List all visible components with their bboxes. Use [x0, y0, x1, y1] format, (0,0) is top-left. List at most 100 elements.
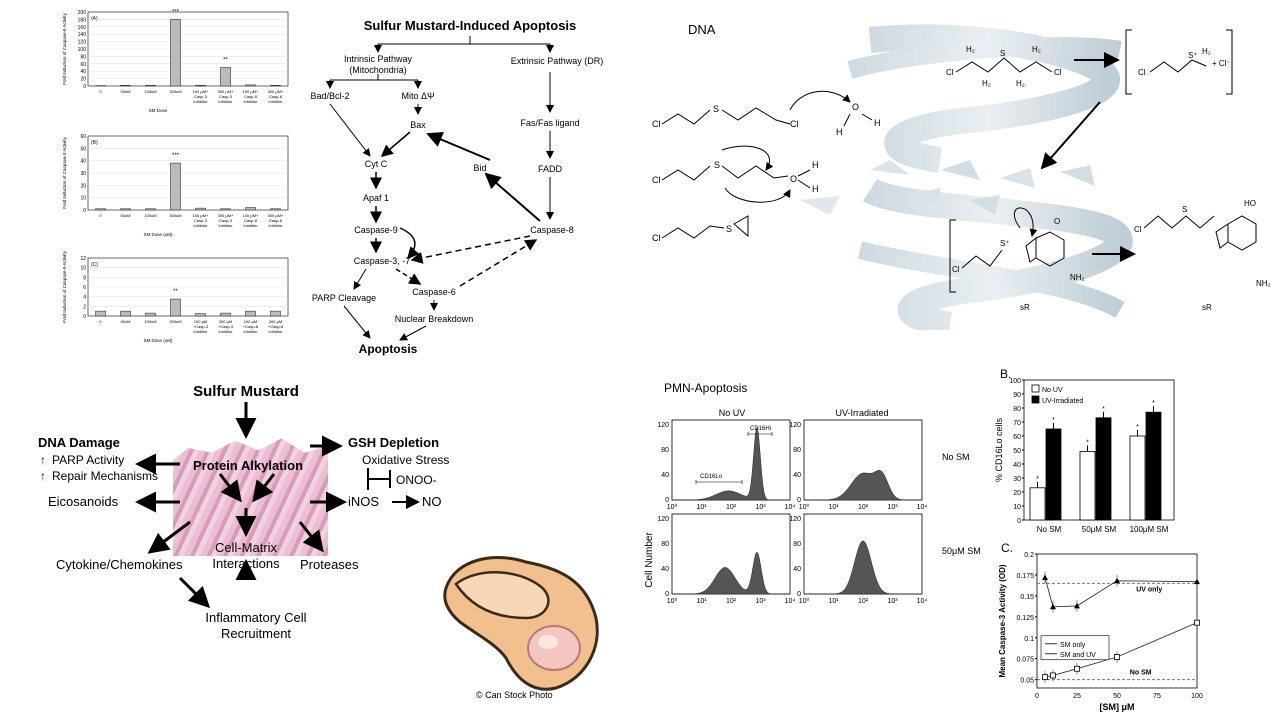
y-axis-label: Fold Induction of Caspase-8 Activity [62, 12, 67, 84]
y-tick-label: 40 [793, 472, 801, 479]
bar [96, 311, 106, 316]
y-tick-label: 80 [661, 541, 669, 548]
y-tick-label: 12 [80, 256, 86, 262]
x-tick-label: 300uM [169, 89, 181, 94]
y-tick-label: 60 [1013, 434, 1021, 441]
x-tick-label: 10² [858, 504, 869, 511]
x-tick-label: 100uM [144, 213, 156, 218]
point-sm-only [1195, 620, 1200, 625]
significance-star: * [1052, 417, 1055, 424]
significance-star: * [1102, 406, 1105, 413]
y-tick-label: 20 [80, 183, 86, 189]
y-tick-label: 0.2 [1024, 552, 1034, 559]
sulfur-mustard-title: Sulfur Mustard [193, 383, 299, 400]
no-label: NO [422, 494, 442, 509]
x-tick-label: 75 [1153, 693, 1161, 700]
x-tick-label: 100μM SM [1130, 525, 1169, 534]
svg-text:H₂: H₂ [982, 79, 991, 88]
y-axis-label: Fold Induction of Caspase-3 Activity [62, 136, 67, 208]
y-tick-label: 20 [1013, 490, 1021, 497]
x-axis-label: SM Dose [149, 108, 168, 113]
legend-label: SM only [1060, 642, 1086, 649]
legend-swatch [1032, 396, 1039, 403]
pathway-svg: Sulfur Mustard-Induced Apoptosis Intrins… [300, 14, 630, 364]
svg-text:Cl: Cl [652, 175, 661, 185]
dna-damage-label: DNA Damage [38, 435, 120, 450]
eicosanoids-label: Eicosanoids [48, 494, 119, 509]
bar [96, 209, 106, 210]
y-tick-label: 30 [80, 171, 86, 177]
chart-frame [1037, 554, 1197, 688]
x-tick-label: 0 [99, 319, 102, 324]
flow-col2-label: UV-Irradiated [835, 408, 888, 418]
cd16lo-label: CD16Lo [700, 474, 723, 480]
x-tick-label: 10⁰ [799, 503, 810, 511]
fas-label: Fas/Fas ligand [520, 118, 579, 128]
sulfur-mustard-molecule-2: Cl S O H H [652, 146, 819, 202]
bar-no-uv [1030, 488, 1045, 520]
proteases-label: Proteases [300, 557, 359, 572]
x-tick-label: 10⁴ [785, 598, 796, 605]
x-tick-label: Inhibitor [193, 223, 208, 228]
bar [246, 208, 256, 210]
credit-label: © Can Stock Photo [476, 690, 553, 700]
bar [196, 208, 206, 210]
panel-label: (A) [91, 16, 98, 22]
bar [146, 209, 156, 210]
guanine-adduct-right: Cl S HO NH₂ sR [1134, 199, 1271, 312]
y-tick-label: 50 [1013, 448, 1021, 455]
y-tick-label: 40 [80, 69, 86, 75]
x-tick-label: Inhibitor [268, 223, 283, 228]
bar [146, 85, 156, 86]
caspase9-label: Caspase-9 [354, 225, 398, 235]
bar-uv-irradiated [1046, 429, 1061, 520]
x-tick-label: Inhibitor [268, 99, 283, 104]
significance-stars: ** [223, 58, 228, 64]
x-tick-label: 100uM [144, 319, 156, 324]
bar [171, 163, 181, 210]
fadd-label: FADD [538, 164, 563, 174]
y-tick-label: 0.175 [1016, 573, 1034, 580]
bar [196, 314, 206, 316]
y-tick-label: 40 [1013, 462, 1021, 469]
y-tick-label: 0.075 [1016, 657, 1034, 664]
y-axis-label: Mean Caspase-3 Activity (OD) [998, 564, 1007, 677]
svg-text:↑: ↑ [40, 469, 46, 483]
bar [171, 299, 181, 316]
bid-label: Bid [473, 163, 486, 173]
significance-star: * [1152, 400, 1155, 407]
significance-stars: *** [172, 153, 180, 159]
x-tick-label: 0 [1035, 693, 1039, 700]
flow-row1-label: No SM [942, 452, 970, 462]
parp-activity-label: PARP Activity [52, 453, 124, 467]
panel-label: C. [1001, 541, 1013, 555]
significance-star: * [1136, 424, 1139, 431]
y-tick-label: 120 [789, 516, 801, 523]
y-axis-label: % CD16Lo cells [994, 417, 1004, 482]
flow-row2-label: 50μM SM [942, 546, 981, 556]
svg-text:S⁺: S⁺ [1000, 239, 1010, 248]
y-tick-label: 60 [80, 62, 86, 68]
svg-text:H: H [836, 127, 843, 137]
y-tick-label: 40 [661, 472, 669, 479]
svg-text:Cl: Cl [952, 265, 960, 274]
svg-text:O: O [852, 102, 859, 112]
y-tick-label: 120 [657, 422, 669, 429]
caspase8-label: Caspase-8 [530, 225, 574, 235]
y-tick-label: 0 [797, 497, 801, 504]
svg-text:H: H [812, 160, 819, 170]
bar-uv-irradiated [1146, 412, 1161, 520]
bar [271, 85, 281, 86]
x-tick-label: Inhibitor [268, 329, 283, 334]
svg-text:S: S [1000, 49, 1005, 58]
svg-text:O: O [1054, 217, 1060, 226]
x-tick-label: Inhibitor [243, 329, 258, 334]
svg-text:HO: HO [1244, 199, 1256, 208]
